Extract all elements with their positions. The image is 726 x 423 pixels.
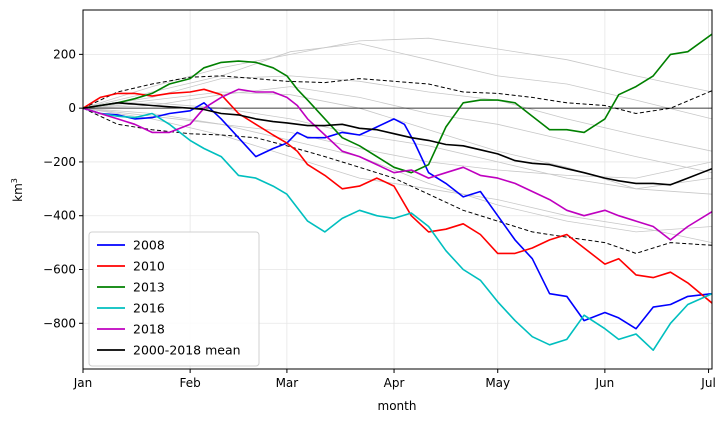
background-year-line [83,107,712,233]
x-tick-label: Feb [180,376,201,390]
y-axis: 200 0 −200 −400 −600 −800 [43,47,83,330]
x-tick-label: Jan [73,376,93,390]
y-axis-label-exponent: 3 [10,178,19,183]
legend-label: 2010 [133,259,165,274]
x-axis-label: month [378,399,417,413]
x-tick-label: May [485,376,510,390]
series-line-2016 [83,107,712,351]
x-axis: Jan Feb Mar Apr May Jun Jul [73,369,716,390]
legend-label: 2008 [133,238,165,253]
y-tick-label: −800 [43,316,76,330]
legend-label: 2018 [133,322,165,337]
legend-box [88,231,260,367]
y-tick-label: 200 [53,47,76,61]
legend: 2008 2010 2013 2016 2018 2000-2018 mean [88,231,260,367]
background-year-line [83,75,712,152]
series-line-2013 [83,33,712,174]
series-line-2018 [83,88,712,241]
x-tick-label: Jun [594,376,614,390]
background-year-line [83,107,712,243]
background-year-line [83,102,712,190]
legend-label: 2000-2018 mean [133,343,241,358]
series-lines [83,33,712,351]
background-year-line [83,86,712,174]
series-line-2000-2018-mean [83,102,712,186]
dashed-band-line [83,107,712,254]
y-tick-label: −400 [43,209,76,223]
background-year-line [83,43,712,120]
dashed-band-line [83,75,712,115]
x-tick-label: Jul [700,376,715,390]
x-tick-label: Apr [384,376,405,390]
plot-frame [82,9,713,370]
x-tick-label: Mar [276,376,299,390]
background-lines [83,37,712,243]
y-tick-label: 0 [68,101,76,115]
y-axis-label: km3 [10,178,25,202]
series-line-2010 [83,88,712,304]
y-tick-label: −200 [43,155,76,169]
y-tick-label: −600 [43,263,76,277]
legend-label: 2013 [133,280,165,295]
background-year-line [83,37,712,109]
legend-label: 2016 [133,301,165,316]
band-lines [83,75,712,254]
